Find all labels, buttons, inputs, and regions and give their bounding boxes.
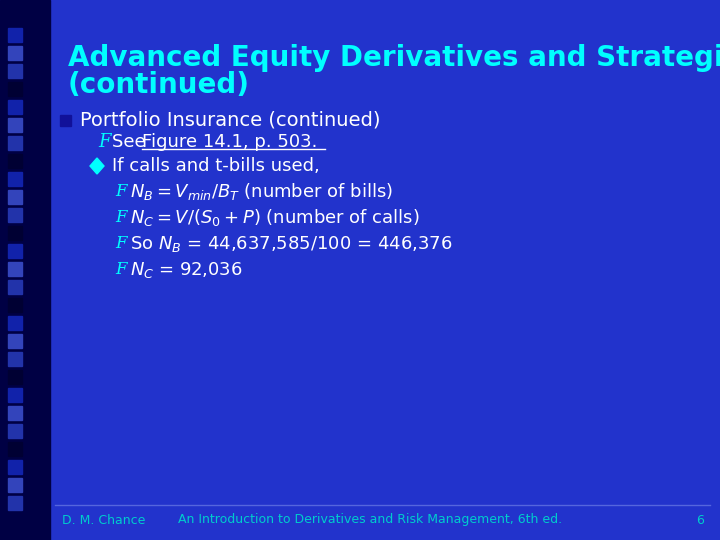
Bar	[8, 406, 22, 420]
Bar	[8, 118, 22, 132]
Text: So $N_B$ = 44,637,585/100 = 446,376: So $N_B$ = 44,637,585/100 = 446,376	[130, 234, 453, 254]
Bar	[8, 442, 22, 456]
Bar	[8, 154, 22, 168]
Text: Advanced Equity Derivatives and Strategies: Advanced Equity Derivatives and Strategi…	[68, 44, 720, 72]
Text: Figure 14.1, p. 503.: Figure 14.1, p. 503.	[142, 133, 318, 151]
Bar	[8, 262, 22, 276]
Text: (continued): (continued)	[68, 71, 250, 99]
Bar	[8, 208, 22, 222]
Bar	[8, 190, 22, 204]
Bar	[0, 0, 50, 540]
Text: F: F	[115, 261, 127, 279]
Bar	[8, 100, 22, 114]
Bar	[8, 460, 22, 474]
Bar	[8, 298, 22, 312]
Bar	[8, 352, 22, 366]
Bar	[8, 334, 22, 348]
Bar	[8, 388, 22, 402]
Bar	[8, 478, 22, 492]
Text: F: F	[98, 133, 110, 151]
Text: An Introduction to Derivatives and Risk Management, 6th ed.: An Introduction to Derivatives and Risk …	[178, 514, 562, 526]
Bar	[8, 370, 22, 384]
Text: $N_C = V/(S_0 + P)$ (number of calls): $N_C = V/(S_0 + P)$ (number of calls)	[130, 207, 420, 228]
Bar	[8, 316, 22, 330]
Bar	[8, 424, 22, 438]
Text: If calls and t-bills used,: If calls and t-bills used,	[112, 157, 320, 175]
Text: F: F	[115, 235, 127, 253]
Polygon shape	[90, 158, 104, 174]
Bar	[8, 280, 22, 294]
Text: Portfolio Insurance (continued): Portfolio Insurance (continued)	[80, 111, 380, 130]
Bar	[8, 172, 22, 186]
Text: D. M. Chance: D. M. Chance	[62, 514, 145, 526]
Bar	[8, 244, 22, 258]
Text: $N_B = V_{min}/B_T$ (number of bills): $N_B = V_{min}/B_T$ (number of bills)	[130, 181, 393, 202]
Text: F: F	[115, 210, 127, 226]
Text: $N_C$ = 92,036: $N_C$ = 92,036	[130, 260, 243, 280]
Bar	[8, 64, 22, 78]
Bar	[60, 115, 71, 126]
Text: F: F	[115, 184, 127, 200]
Bar	[8, 226, 22, 240]
Text: See: See	[112, 133, 151, 151]
Text: 6: 6	[696, 514, 704, 526]
Bar	[8, 46, 22, 60]
Bar	[8, 82, 22, 96]
Bar	[8, 28, 22, 42]
Bar	[8, 136, 22, 150]
Bar	[8, 496, 22, 510]
